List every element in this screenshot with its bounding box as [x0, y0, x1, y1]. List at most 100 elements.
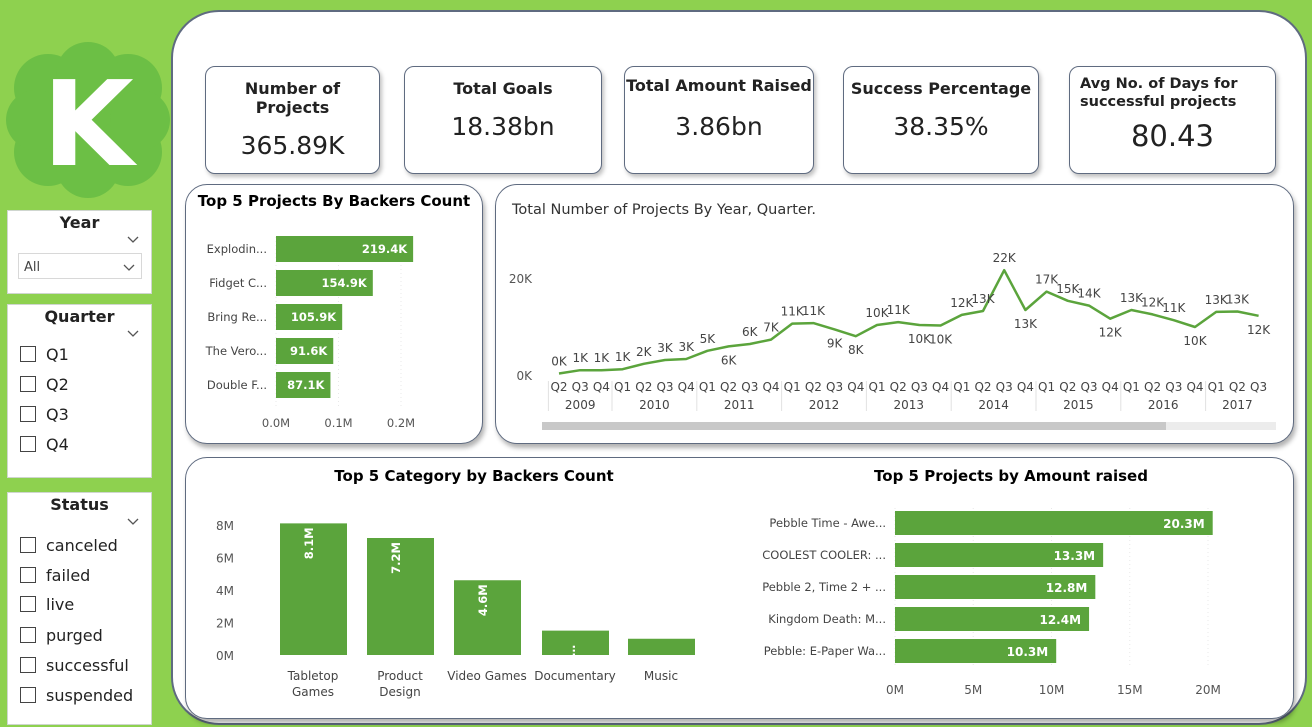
year-label: 2017	[1222, 398, 1253, 412]
bar	[367, 538, 434, 655]
chevron-down-icon[interactable]	[127, 515, 139, 527]
status-option-suspended[interactable]: suspended	[20, 686, 133, 705]
data-label: 12.8M	[1046, 581, 1088, 595]
checkbox-icon[interactable]	[20, 406, 36, 422]
data-label: 87.1K	[287, 378, 325, 392]
checkbox-icon[interactable]	[20, 657, 36, 673]
status-option-live[interactable]: live	[20, 595, 74, 614]
chevron-down-icon[interactable]	[127, 327, 139, 339]
data-label: 12K	[950, 296, 974, 310]
data-label: 3K	[657, 341, 674, 355]
data-label: 12K	[1099, 326, 1123, 340]
x-tick-label: Q1	[1123, 380, 1140, 394]
data-label: 10.3M	[1007, 645, 1049, 659]
status-option-successful[interactable]: successful	[20, 656, 129, 675]
kpi-card-raised: Total Amount Raised 3.86bn	[624, 66, 814, 174]
checkbox-icon[interactable]	[20, 596, 36, 612]
y-category-label: COOLEST COOLER: ...	[762, 548, 886, 562]
bar	[542, 630, 609, 655]
kpi-card-days: Avg No. of Days for successful projects …	[1069, 66, 1276, 174]
y-category-label: Fidget C...	[209, 276, 267, 290]
kpi-value: 80.43	[1130, 119, 1215, 153]
checkbox-icon[interactable]	[20, 346, 36, 362]
checkbox-icon[interactable]	[20, 687, 36, 703]
status-option-label: canceled	[46, 536, 118, 555]
bar	[276, 338, 334, 364]
checkbox-icon[interactable]	[20, 627, 36, 643]
data-label: 11K	[802, 304, 826, 318]
year-dropdown[interactable]: All	[18, 253, 142, 279]
y-tick-label: 2M	[216, 617, 234, 631]
checkbox-icon[interactable]	[20, 436, 36, 452]
checkbox-icon[interactable]	[20, 376, 36, 392]
chart-title: Top 5 Projects by Amount raised	[874, 467, 1148, 485]
year-label: 2015	[1063, 398, 1094, 412]
data-label: 105.9K	[291, 310, 337, 324]
quarter-slicer: Quarter Q1 Q2 Q3 Q4	[7, 304, 152, 478]
bar	[276, 236, 414, 262]
x-tick-label: Q3	[572, 380, 589, 394]
quarter-option-q4[interactable]: Q4	[20, 435, 69, 454]
x-tick-label: Q3	[996, 380, 1013, 394]
data-label: 12.4M	[1039, 613, 1081, 627]
y-category-label: The Vero...	[205, 344, 267, 358]
kpi-label: Total Goals	[453, 79, 553, 98]
y-category-label: Explodin...	[207, 242, 267, 256]
quarter-option-label: Q1	[46, 345, 69, 364]
x-tick-label: Q4	[847, 380, 864, 394]
bar	[895, 639, 1057, 663]
quarter-option-q3[interactable]: Q3	[20, 405, 69, 424]
status-option-label: successful	[46, 656, 129, 675]
data-label: 13.3M	[1054, 549, 1096, 563]
bar	[276, 372, 331, 398]
chevron-down-icon[interactable]	[127, 233, 139, 245]
x-tick-label: Q4	[678, 380, 695, 394]
x-tick-label: Q4	[1102, 380, 1119, 394]
kpi-value: 38.35%	[893, 112, 989, 141]
status-option-failed[interactable]: failed	[20, 566, 90, 585]
quarter-option-q2[interactable]: Q2	[20, 375, 69, 394]
x-tick-label: Q3	[656, 380, 673, 394]
year-label: 2011	[724, 398, 755, 412]
status-slicer: Status canceled failed live purged succe…	[7, 492, 152, 725]
x-tick-label: Q3	[1080, 380, 1097, 394]
x-tick-label: Q3	[826, 380, 843, 394]
checkbox-icon[interactable]	[20, 537, 36, 553]
x-tick-label: 20M	[1195, 683, 1221, 697]
kpi-label: Number of Projects	[244, 79, 341, 117]
year-label: 2013	[894, 398, 925, 412]
x-tick-label: 5M	[964, 683, 982, 697]
y-tick-label: 4M	[216, 584, 234, 598]
status-option-canceled[interactable]: canceled	[20, 536, 118, 555]
data-label: 10K	[865, 306, 889, 320]
x-tick-label: Q2	[635, 380, 652, 394]
data-label: 22K	[993, 251, 1017, 265]
data-label: 11K	[781, 305, 805, 319]
data-label: 13K	[1205, 293, 1229, 307]
data-label: 13K	[1120, 291, 1144, 305]
status-option-purged[interactable]: purged	[20, 626, 103, 645]
status-option-label: failed	[46, 566, 91, 585]
y-category-label: Pebble 2, Time 2 + ...	[762, 580, 886, 594]
data-label: 11K	[887, 303, 911, 317]
panel-bottom-charts: Top 5 Category by Backers Count 0M 2M 4M 6M 8…	[185, 457, 1294, 719]
x-tick-label: Q2	[550, 380, 567, 394]
x-tick-label: Q2	[1229, 380, 1246, 394]
year-slicer: Year All	[7, 210, 152, 294]
data-label: 10K	[908, 332, 932, 346]
bar	[628, 638, 695, 655]
y-tick-label: 8M	[216, 519, 234, 533]
checkbox-icon[interactable]	[20, 567, 36, 583]
chart-title: Total Number of Projects By Year, Quarte…	[511, 202, 816, 218]
x-tick-label: Q3	[741, 380, 758, 394]
category-backers-chart: Top 5 Category by Backers Count 0M 2M 4M 6M 8…	[216, 467, 695, 699]
year-label: 2009	[565, 398, 596, 412]
x-tick-label: 0.1M	[324, 416, 352, 430]
projects-by-quarter-chart: Total Number of Projects By Year, Quarte…	[509, 202, 1276, 430]
y-category-label: Pebble Time - Awe...	[769, 516, 886, 530]
x-tick-label: Q1	[1208, 380, 1225, 394]
quarter-option-q1[interactable]: Q1	[20, 345, 69, 364]
kpi-card-projects: Number of Projects 365.89K	[205, 66, 380, 174]
x-tick-label: Q4	[593, 380, 610, 394]
x-tick-label: Q4	[1017, 380, 1034, 394]
